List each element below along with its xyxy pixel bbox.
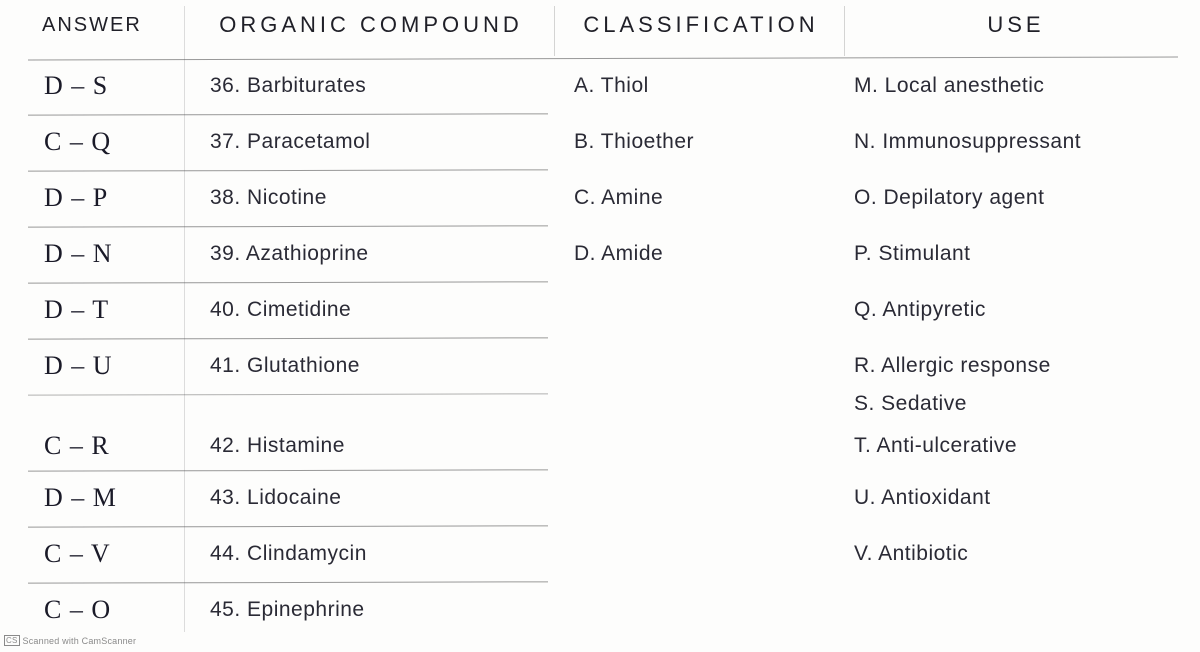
organic-cell: 37. Paracetamol [184,122,554,162]
classification-cell [554,400,844,416]
answer-cell: D – S [24,63,184,109]
answer-cell: D – P [24,175,184,221]
use-cell [844,602,1184,618]
organic-cell: 40. Cimetidine [184,290,554,330]
table-row: D – T 40. Cimetidine Q. Antipyretic [24,282,1184,338]
organic-cell: 44. Clindamycin [184,534,554,574]
answer-cell: D – U [24,343,184,389]
column-divider [184,6,185,632]
use-cell: R. Allergic response [844,346,1184,386]
header-classification: CLASSIFICATION [554,0,844,58]
answer-cell: C – O [24,587,184,633]
classification-cell [554,490,844,506]
answer-cell: D – N [24,231,184,277]
camscanner-text: Scanned with CamScanner [23,636,137,646]
answer-cell: D – T [24,287,184,333]
table-row: D – P 38. Nicotine C. Amine O. Depilator… [24,170,1184,226]
worksheet-page: ANSWER ORGANIC COMPOUND CLASSIFICATION U… [0,0,1200,652]
classification-cell: D. Amide [554,234,844,274]
column-divider [554,6,555,56]
table-row: D – M 43. Lidocaine U. Antioxidant [24,470,1184,526]
organic-cell: 41. Glutathione [184,346,554,386]
use-cell: Q. Antipyretic [844,290,1184,330]
classification-cell: C. Amine [554,178,844,218]
use-cell: U. Antioxidant [844,478,1184,518]
use-cell: N. Immunosuppressant [844,122,1184,162]
table-row: S. Sedative [24,394,1184,422]
header-organic: ORGANIC COMPOUND [184,0,554,58]
worksheet-sheet: ANSWER ORGANIC COMPOUND CLASSIFICATION U… [24,0,1184,640]
header-answer: ANSWER [24,2,184,57]
classification-cell [554,438,844,454]
classification-cell [554,546,844,562]
organic-cell: 42. Histamine [184,426,554,466]
table-row: D – U 41. Glutathione R. Allergic respon… [24,338,1184,394]
use-cell: V. Antibiotic [844,534,1184,574]
use-cell: P. Stimulant [844,234,1184,274]
organic-cell: 38. Nicotine [184,178,554,218]
organic-cell: 36. Barbiturates [184,66,554,106]
answer-cell: C – Q [24,119,184,165]
column-divider [844,6,845,56]
camscanner-badge: CS Scanned with CamScanner [4,635,136,646]
answer-cell: C – V [24,531,184,577]
classification-cell: A. Thiol [554,66,844,106]
table-row: C – R 42. Histamine T. Anti-ulcerative [24,422,1184,470]
table-row: C – Q 37. Paracetamol B. Thioether N. Im… [24,114,1184,170]
classification-cell [554,358,844,374]
classification-cell [554,602,844,618]
body-rows: D – S 36. Barbiturates A. Thiol M. Local… [24,58,1184,638]
camscanner-icon: CS [4,635,20,646]
use-cell: S. Sedative [844,392,1184,424]
classification-cell [554,302,844,318]
organic-cell: 45. Epinephrine [184,590,554,630]
use-cell: O. Depilatory agent [844,178,1184,218]
answer-cell: C – R [24,423,184,469]
header-row: ANSWER ORGANIC COMPOUND CLASSIFICATION U… [24,0,1184,58]
use-cell: M. Local anesthetic [844,66,1184,106]
table-row: C – V 44. Clindamycin V. Antibiotic [24,526,1184,582]
organic-cell [184,400,554,416]
organic-cell: 39. Azathioprine [184,234,554,274]
organic-cell: 43. Lidocaine [184,478,554,518]
table-row: C – O 45. Epinephrine [24,582,1184,638]
answer-cell [24,400,184,416]
classification-cell: B. Thioether [554,122,844,162]
table-row: D – S 36. Barbiturates A. Thiol M. Local… [24,58,1184,114]
answer-cell: D – M [24,475,184,521]
header-use: USE [844,0,1184,58]
use-cell: T. Anti-ulcerative [844,426,1184,466]
table-row: D – N 39. Azathioprine D. Amide P. Stimu… [24,226,1184,282]
